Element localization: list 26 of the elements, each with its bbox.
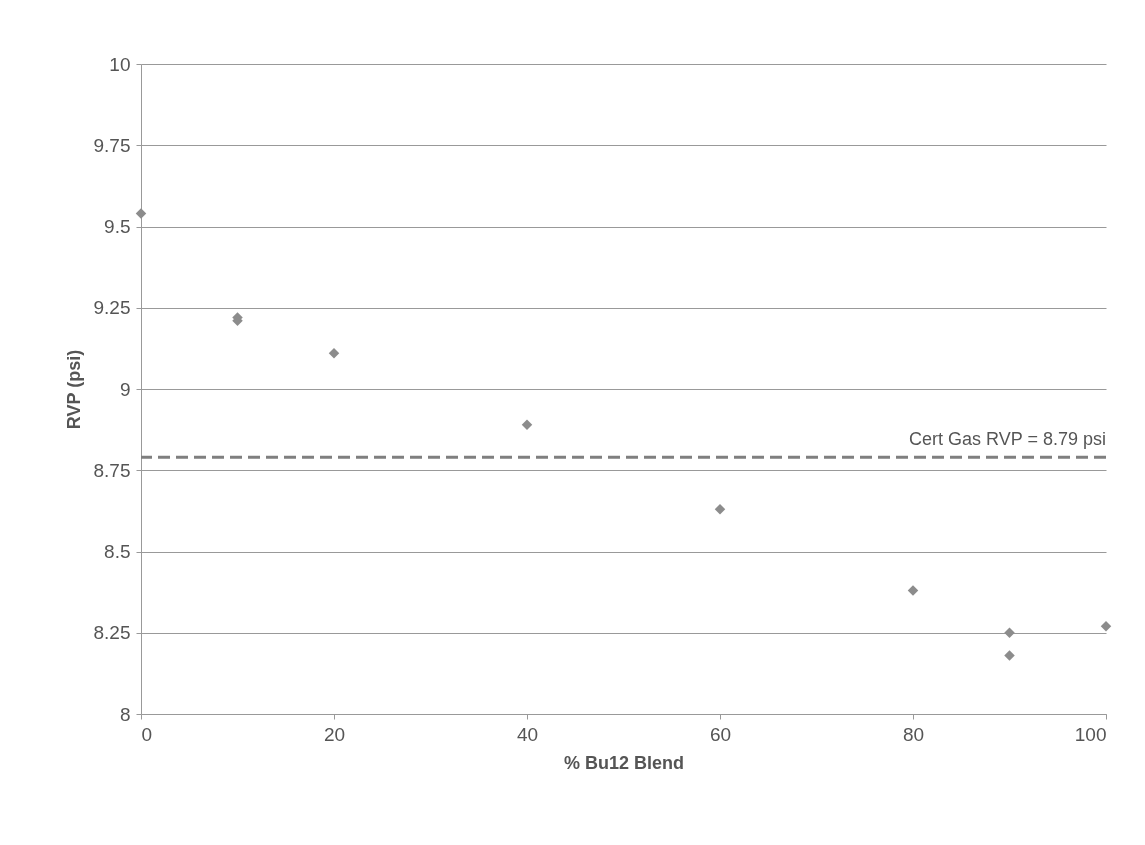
x-tick-label: 0 bbox=[141, 723, 153, 745]
point bbox=[521, 419, 533, 430]
y-tick-label: 9 bbox=[119, 378, 131, 400]
y-tick-label: 8 bbox=[119, 703, 131, 725]
point bbox=[328, 348, 340, 359]
x-tick-label: 60 bbox=[709, 723, 732, 745]
y-tick-label: 9.75 bbox=[93, 134, 131, 156]
x-tick-label: 40 bbox=[516, 723, 539, 745]
point bbox=[1004, 650, 1015, 661]
y-tick-label: 8.75 bbox=[93, 459, 131, 481]
x-tick-label: 100 bbox=[1074, 723, 1107, 745]
point bbox=[714, 504, 726, 515]
y-tick-label: 8.5 bbox=[104, 541, 131, 562]
y-axis-title: RVP (psi) bbox=[63, 349, 84, 430]
y-tick-label: 9.25 bbox=[93, 297, 131, 319]
x-tick-label: 80 bbox=[902, 723, 925, 745]
point bbox=[907, 585, 919, 596]
x-axis-title: % Bu12 Blend bbox=[563, 752, 685, 773]
point bbox=[1004, 627, 1015, 638]
x-tick-label: 20 bbox=[323, 723, 346, 745]
point bbox=[1100, 621, 1112, 632]
y-tick-label: 9.5 bbox=[104, 216, 131, 237]
y-tick-label: 8.25 bbox=[93, 622, 131, 644]
point bbox=[135, 208, 147, 219]
y-tick-label: 10 bbox=[109, 53, 131, 75]
ref-line-label: Cert Gas RVP = 8.79 psi bbox=[909, 429, 1106, 450]
